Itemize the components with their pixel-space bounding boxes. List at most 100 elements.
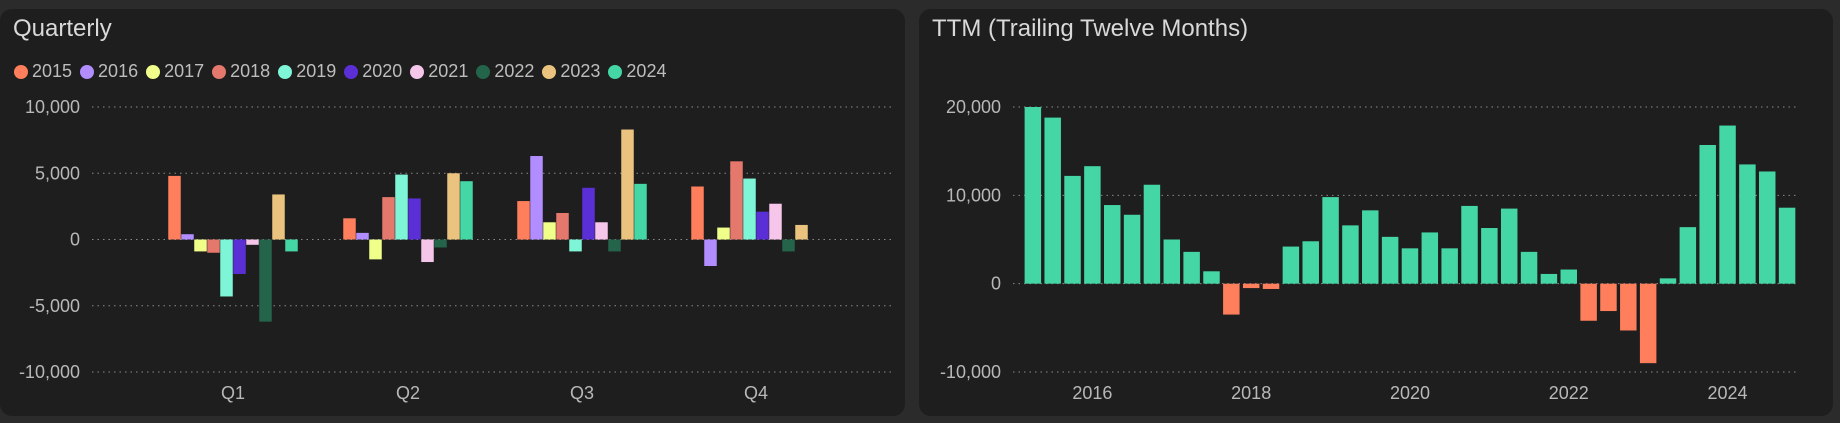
bar-q1-2021: [246, 239, 259, 245]
legend-swatch: [476, 64, 491, 79]
y-tick-label: -10,000: [19, 362, 80, 382]
x-tick-label: 2022: [1549, 383, 1589, 403]
y-tick-label: 0: [70, 230, 80, 250]
ttm-bar: [1381, 236, 1399, 284]
ttm-bar: [1481, 228, 1498, 284]
legend-item-2015[interactable]: 2015: [14, 61, 72, 82]
ttm-bar: [1143, 184, 1161, 284]
ttm-bar: [1362, 210, 1379, 284]
quarterly-chart: 10,000 5,000 0 -5,000 -10,000 Q1 Q2 Q3 Q4: [19, 97, 893, 403]
ttm-bar: [1719, 125, 1736, 284]
legend-swatch: [14, 64, 28, 79]
bar-q2-2023: [447, 173, 460, 240]
bar-q2-2018: [382, 197, 395, 240]
legend-item-2021[interactable]: 2021: [410, 61, 468, 82]
legend-label: 2020: [362, 61, 403, 81]
y-tick-label: 5,000: [35, 163, 80, 183]
bar-q1-2018: [207, 239, 220, 253]
bar-q3-2024: [634, 183, 647, 240]
legend-swatch: [410, 64, 425, 79]
ttm-panel: TTM (Trailing Twelve Months) 20,000 10,00…: [919, 9, 1833, 416]
bar-q4-2022: [782, 239, 795, 252]
ttm-bar: [1580, 283, 1597, 321]
y-tick-label: -5,000: [29, 296, 80, 316]
legend-item-2020[interactable]: 2020: [344, 61, 402, 82]
x-tick-label: 2016: [1072, 383, 1112, 403]
ttm-bar: [1322, 197, 1339, 284]
ttm-bar: [1203, 271, 1220, 284]
ttm-bar: [1064, 175, 1081, 284]
ttm-bar: [1342, 225, 1359, 284]
ttm-chart: 20,000 10,000 0 -10,000 2016 2018 2020 2022 2024: [940, 97, 1799, 403]
ttm-bar: [1540, 273, 1558, 284]
x-tick-label: 2018: [1231, 383, 1271, 403]
legend-label: 2015: [32, 61, 73, 81]
bar-q4-2020: [756, 211, 769, 240]
bar-q1-2017: [194, 239, 207, 252]
bar-q2-2019: [395, 174, 408, 240]
bar-q1-2024: [285, 239, 298, 252]
y-tick-label: 20,000: [946, 97, 1001, 117]
legend-label: 2019: [296, 61, 337, 81]
x-tick-label: Q3: [570, 383, 594, 403]
legend-item-2018[interactable]: 2018: [212, 61, 270, 82]
ttm-bar: [1401, 248, 1419, 284]
y-tick-label: 10,000: [25, 97, 80, 117]
bar-q2-2017: [369, 239, 382, 260]
legend-swatch: [212, 64, 227, 79]
ttm-bar: [1778, 207, 1796, 284]
ttm-bar: [1639, 283, 1657, 364]
legend-label: 2023: [560, 61, 601, 81]
bar-q1-2015: [168, 175, 181, 240]
quarterly-title: Quarterly: [13, 15, 112, 42]
bar-q3-2022: [608, 239, 621, 252]
ttm-bar: [1302, 241, 1319, 284]
quarterly-panel: Quarterly 2015 2016 2017 2018 2019 2020 2021 20…: [0, 9, 905, 416]
legend-item-2022[interactable]: 2022: [476, 61, 534, 82]
bar-q3-2015: [517, 201, 530, 240]
ttm-bar: [1759, 171, 1776, 284]
ttm-bar: [1560, 269, 1577, 284]
legend-item-2024[interactable]: 2024: [608, 61, 666, 82]
ttm-bar: [1183, 251, 1200, 284]
ttm-bar: [1084, 166, 1101, 284]
bar-q3-2017: [543, 222, 556, 240]
x-tick-label: 2024: [1708, 383, 1748, 403]
ttm-bar: [1044, 117, 1061, 284]
bar-q2-2022: [434, 239, 447, 248]
bar-q4-2023: [795, 224, 808, 240]
legend-swatch: [80, 64, 95, 79]
legend-item-2023[interactable]: 2023: [542, 61, 600, 82]
bar-q3-2019: [569, 239, 582, 252]
legend-swatch: [344, 64, 359, 79]
bar-q1-2020: [233, 239, 246, 274]
ttm-bar: [1282, 246, 1300, 284]
bar-q4-2016: [704, 239, 717, 266]
bar-q3-2020: [582, 187, 595, 240]
legend-label: 2024: [626, 61, 667, 81]
bar-q4-2021: [769, 203, 782, 240]
legend-label: 2017: [164, 61, 205, 81]
ttm-bar: [1441, 248, 1458, 284]
ttm-bar: [1659, 278, 1677, 284]
legend-item-2017[interactable]: 2017: [146, 61, 204, 82]
legend-swatch: [146, 64, 161, 79]
ttm-bar: [1520, 251, 1538, 284]
y-tick-label: -10,000: [940, 362, 1001, 382]
legend-item-2016[interactable]: 2016: [80, 61, 138, 82]
x-tick-label: Q4: [744, 383, 768, 403]
ttm-bar: [1024, 107, 1042, 284]
ttm-bar: [1739, 164, 1756, 284]
bar-q2-2020: [408, 198, 421, 240]
legend-label: 2022: [494, 61, 535, 81]
legend-item-2019[interactable]: 2019: [278, 61, 336, 82]
x-tick-label: Q2: [396, 383, 420, 403]
legend-label: 2018: [230, 61, 271, 81]
ttm-bar: [1461, 205, 1478, 284]
bar-q2-2016: [356, 232, 369, 240]
bar-q1-2019: [220, 239, 233, 297]
bar-q1-2023: [272, 194, 285, 240]
y-tick-label: 0: [991, 274, 1001, 294]
x-tick-label: 2020: [1390, 383, 1430, 403]
bar-q3-2018: [556, 213, 569, 240]
